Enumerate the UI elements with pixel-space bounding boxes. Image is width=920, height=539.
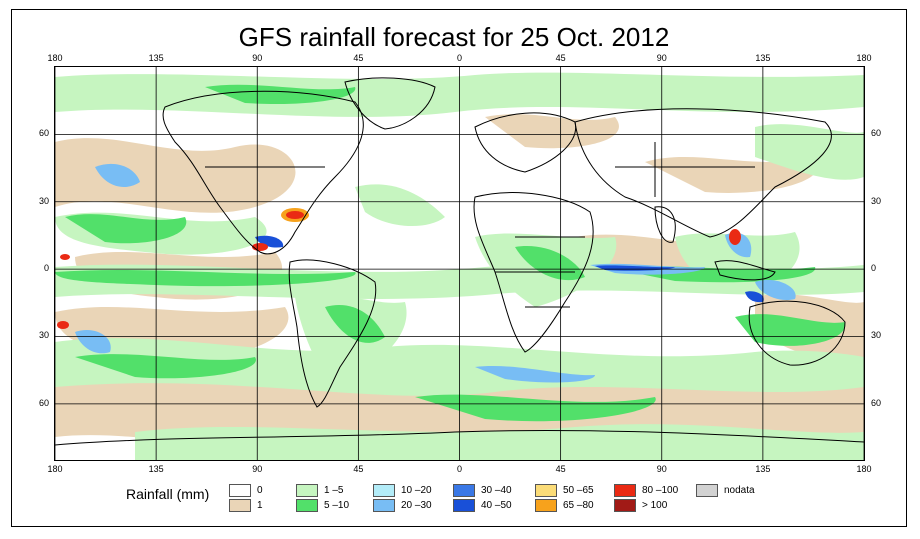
legend-swatch (535, 484, 557, 497)
map-title: GFS rainfall forecast for 25 Oct. 2012 (238, 22, 670, 52)
legend-label: 1 (257, 500, 263, 511)
legend-label: 30 –40 (481, 485, 512, 496)
legend-swatch (453, 484, 475, 497)
bottom-lon-tick-label: 135 (148, 464, 164, 474)
legend-label: 80 –100 (642, 485, 679, 496)
legend-swatch (296, 484, 318, 497)
top-lon-tick-label: 90 (252, 53, 263, 63)
legend-label: 20 –30 (401, 500, 432, 511)
top-lon-tick-label: 135 (148, 53, 164, 63)
map-canvas (55, 67, 864, 460)
legend-label: 50 –65 (563, 485, 594, 496)
legend-swatch (373, 499, 395, 512)
top-lon-tick-label: 45 (353, 53, 364, 63)
right-lat-tick-label: 30 (871, 330, 882, 341)
bottom-lon-tick-label: 90 (656, 464, 667, 474)
top-lon-tick-label: 90 (656, 53, 667, 63)
legend-label: 5 –10 (324, 500, 350, 511)
right-lat-tick-label: 30 (871, 195, 882, 206)
top-lon-tick-label: 0 (457, 53, 463, 63)
legend-label: 0 (257, 485, 263, 496)
legend-label: 1 –5 (324, 485, 344, 496)
bottom-lon-tick-label: 90 (252, 464, 263, 474)
bottom-lon-tick-label: 45 (353, 464, 364, 474)
legend-swatch (229, 484, 251, 497)
legend-swatch (614, 499, 636, 512)
legend-swatch (696, 484, 718, 497)
legend-label: 10 –20 (401, 485, 432, 496)
bottom-lon-tick-label: 135 (755, 464, 771, 474)
legend-swatch (296, 499, 318, 512)
right-lat-tick-label: 60 (871, 128, 882, 139)
top-lon-tick-label: 45 (555, 53, 566, 63)
legend-label: > 100 (642, 500, 668, 511)
legend-swatch (373, 484, 395, 497)
rainfall-map (54, 66, 865, 461)
right-lat-tick-label: 0 (871, 263, 877, 274)
legend-title: Rainfall (mm) (126, 486, 210, 502)
legend-swatch (453, 499, 475, 512)
legend-swatch (614, 484, 636, 497)
legend-label: 40 –50 (481, 500, 512, 511)
left-lat-tick-label: 0 (44, 263, 50, 274)
legend-label: nodata (724, 485, 755, 496)
top-lon-tick-label: 180 (856, 53, 872, 63)
left-lat-tick-label: 60 (39, 397, 50, 408)
bottom-lon-tick-label: 180 (47, 464, 63, 474)
legend-label: 65 –80 (563, 500, 594, 511)
graticule (55, 67, 864, 460)
left-lat-tick-label: 30 (39, 330, 50, 341)
left-lat-tick-label: 60 (39, 128, 50, 139)
right-lat-tick-label: 60 (871, 397, 882, 408)
bottom-lon-tick-label: 45 (555, 464, 566, 474)
legend-swatch (535, 499, 557, 512)
top-lon-tick-label: 180 (47, 53, 63, 63)
bottom-lon-tick-label: 180 (856, 464, 872, 474)
left-lat-tick-label: 30 (39, 195, 50, 206)
bottom-lon-tick-label: 0 (457, 464, 463, 474)
legend-swatch (229, 499, 251, 512)
top-lon-tick-label: 135 (755, 53, 771, 63)
coastlines (55, 77, 864, 446)
